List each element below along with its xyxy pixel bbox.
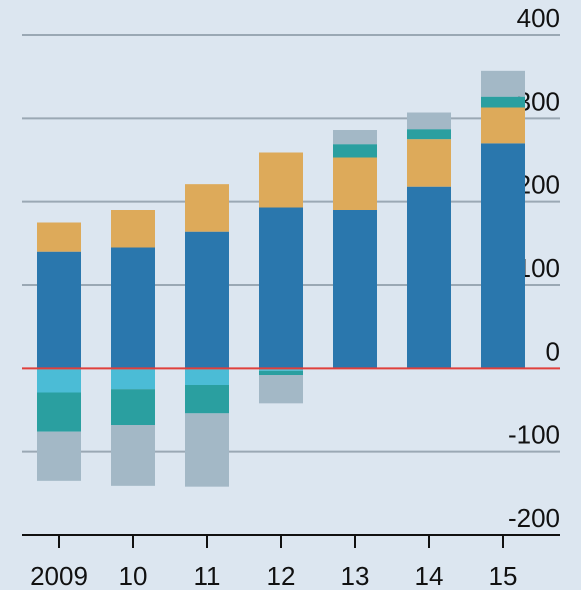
bar-segment bbox=[111, 210, 155, 248]
bar-segment bbox=[111, 389, 155, 425]
bar-segment bbox=[407, 112, 451, 130]
x-tick-label: 14 bbox=[415, 561, 444, 590]
bar-segment bbox=[259, 152, 303, 208]
bar-segment bbox=[37, 251, 81, 369]
bar-segment bbox=[111, 247, 155, 369]
bar-segment bbox=[333, 210, 377, 369]
x-tick-label: 10 bbox=[119, 561, 148, 590]
bar-segment bbox=[407, 186, 451, 369]
y-tick-label: 400 bbox=[517, 3, 560, 33]
bar-segment bbox=[333, 144, 377, 158]
bar-segment bbox=[481, 143, 525, 369]
bar-segment bbox=[333, 130, 377, 145]
bar-segment bbox=[37, 368, 81, 393]
bar-segment bbox=[259, 207, 303, 369]
bar-segment bbox=[407, 139, 451, 187]
y-tick-label: -100 bbox=[508, 420, 560, 450]
bar-segment bbox=[37, 392, 81, 432]
bar-segment bbox=[37, 431, 81, 481]
x-tick-label: 15 bbox=[489, 561, 518, 590]
bar-segment bbox=[185, 184, 229, 232]
bar-segment bbox=[185, 368, 229, 385]
bar-segment bbox=[333, 157, 377, 210]
bar-segment bbox=[185, 385, 229, 414]
x-tick-label: 12 bbox=[267, 561, 296, 590]
bar-segment bbox=[481, 107, 525, 144]
bar-segment bbox=[185, 231, 229, 369]
bar-segment bbox=[407, 129, 451, 140]
bar-segment bbox=[185, 413, 229, 487]
bar-segment bbox=[481, 70, 525, 97]
x-tick-label: 13 bbox=[341, 561, 370, 590]
bar-segment bbox=[111, 425, 155, 486]
bar-segment bbox=[481, 96, 525, 108]
bar-segment bbox=[37, 222, 81, 252]
bar-segment bbox=[259, 370, 303, 375]
y-tick-label: -200 bbox=[508, 503, 560, 533]
x-tick-label: 2009 bbox=[30, 561, 88, 590]
bar-segment bbox=[259, 375, 303, 404]
bar-segment bbox=[259, 368, 303, 371]
y-tick-label: 0 bbox=[546, 336, 560, 366]
bar-segment bbox=[111, 368, 155, 390]
x-tick-label: 11 bbox=[194, 561, 221, 590]
